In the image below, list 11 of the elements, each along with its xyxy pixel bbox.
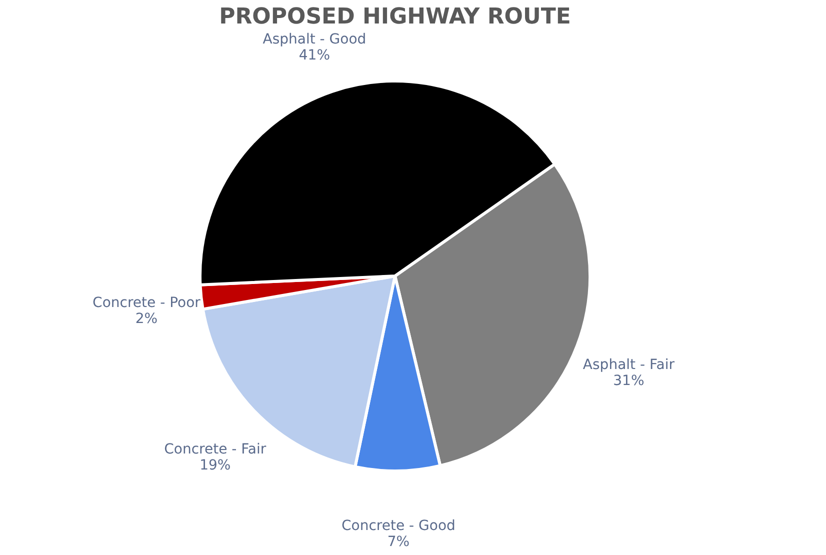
data-label: 31% — [613, 372, 644, 389]
slice-label: Asphalt - Good — [262, 31, 366, 48]
slice-label: Asphalt - Fair — [582, 356, 675, 373]
slice-label: Concrete - Fair — [164, 442, 266, 458]
data-label: 19% — [200, 458, 231, 474]
chart-title: PROPOSED HIGHWAY ROUTE — [219, 4, 571, 30]
data-label: 2% — [135, 310, 158, 327]
data-label: 41% — [298, 47, 330, 64]
slice-label: Concrete - Poor — [92, 294, 201, 311]
data-label: 7% — [387, 534, 410, 550]
slice-label: Concrete - Good — [342, 518, 456, 534]
